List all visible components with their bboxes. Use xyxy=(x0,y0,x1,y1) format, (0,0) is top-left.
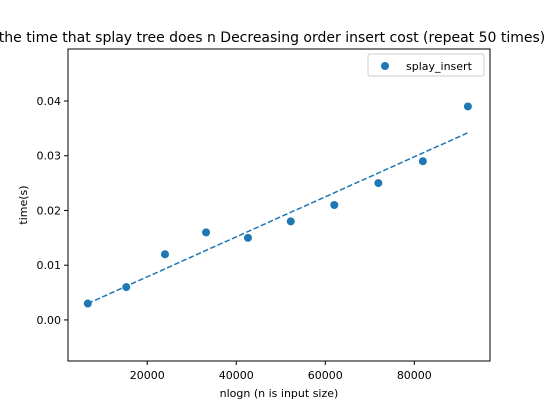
y-axis-ticks: 0.00 0.01 0.02 0.03 0.04 xyxy=(37,95,68,327)
data-points-layer xyxy=(83,102,472,308)
y-tick-label: 0.01 xyxy=(37,259,62,272)
legend: splay_insert xyxy=(367,53,485,77)
trendline-layer xyxy=(87,132,469,305)
y-tick-label: 0.00 xyxy=(37,314,62,327)
x-tick-label: 80000 xyxy=(397,369,432,382)
y-tick-label: 0.02 xyxy=(37,204,62,217)
data-point xyxy=(83,299,92,308)
x-axis-label: nlogn (n is input size) xyxy=(220,387,339,400)
y-axis-label: time(s) xyxy=(17,185,30,224)
x-tick-label: 20000 xyxy=(130,369,165,382)
data-point xyxy=(463,102,472,111)
y-tick-label: 0.03 xyxy=(37,150,62,163)
data-point xyxy=(243,233,252,242)
data-point xyxy=(202,228,211,237)
data-point xyxy=(330,201,339,209)
data-point xyxy=(286,217,295,226)
plot-area-frame xyxy=(67,48,491,362)
data-point xyxy=(418,157,427,166)
legend-marker-splay-insert xyxy=(381,62,389,70)
legend-box xyxy=(367,53,485,77)
data-point xyxy=(122,283,131,292)
x-axis-ticks: 20000 40000 60000 80000 xyxy=(130,361,432,382)
x-tick-label: 60000 xyxy=(308,369,343,382)
data-point xyxy=(374,179,383,188)
chart-title: the time that splay tree does n Decreasi… xyxy=(0,30,544,46)
trendline xyxy=(87,132,469,305)
x-tick-label: 40000 xyxy=(219,369,254,382)
data-point xyxy=(160,250,169,259)
y-tick-label: 0.04 xyxy=(37,95,62,108)
legend-label-splay-insert: splay_insert xyxy=(406,60,473,73)
